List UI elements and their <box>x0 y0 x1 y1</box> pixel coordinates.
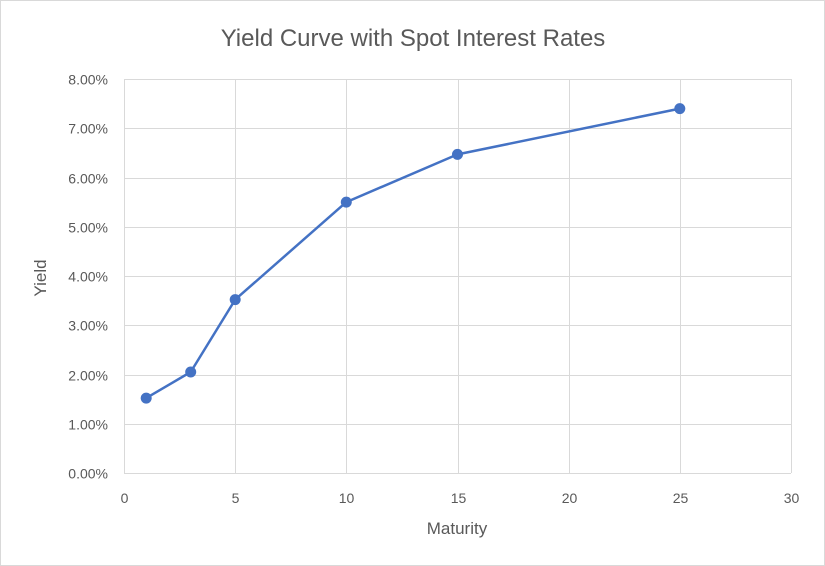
data-point <box>140 392 152 404</box>
y-tick-label: 8.00% <box>68 72 108 88</box>
gridlines <box>124 79 792 474</box>
x-axis-title: Maturity <box>427 519 488 538</box>
y-axis-title: Yield <box>31 259 50 296</box>
y-tick-label: 0.00% <box>68 466 108 482</box>
data-point <box>674 103 686 115</box>
x-tick-label: 15 <box>451 490 467 506</box>
y-tick-label: 1.00% <box>68 417 108 433</box>
y-tick-label: 6.00% <box>68 171 108 187</box>
x-tick-label: 0 <box>121 490 129 506</box>
x-tick-label: 20 <box>562 490 578 506</box>
y-tick-label: 5.00% <box>68 220 108 236</box>
x-tick-label: 5 <box>232 490 240 506</box>
x-axis-ticks: 0 5 10 15 20 25 30 <box>121 490 800 506</box>
y-tick-label: 4.00% <box>68 269 108 285</box>
series-line <box>144 107 682 400</box>
chart-title: Yield Curve with Spot Interest Rates <box>221 25 606 52</box>
series-layer <box>140 103 686 404</box>
y-tick-label: 2.00% <box>68 368 108 384</box>
x-tick-label: 10 <box>339 490 355 506</box>
data-point <box>452 148 463 160</box>
data-point <box>185 366 197 378</box>
data-point <box>340 196 352 208</box>
y-tick-label: 7.00% <box>68 121 108 137</box>
x-tick-label: 30 <box>784 490 800 506</box>
y-tick-label: 3.00% <box>68 318 108 334</box>
data-point <box>229 294 241 306</box>
x-tick-label: 25 <box>673 490 689 506</box>
y-axis-ticks: 0.00% 1.00% 2.00% 3.00% 4.00% 5.00% 6.00% 7.00%… <box>68 72 108 482</box>
